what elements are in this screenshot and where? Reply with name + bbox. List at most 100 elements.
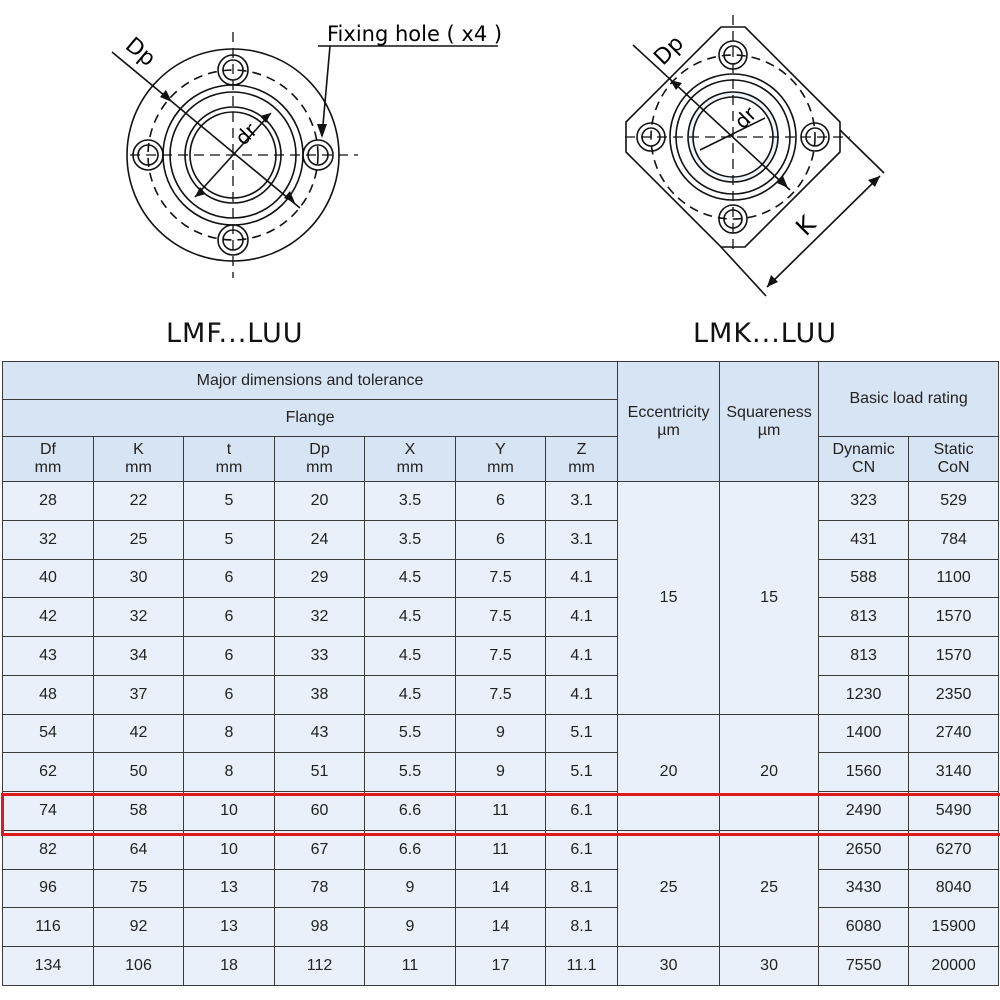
table-cell: 323	[818, 481, 910, 521]
table-cell: 25	[93, 519, 184, 560]
table-cell: 60	[274, 791, 365, 831]
table-cell: 4.5	[364, 558, 456, 599]
dr-label: dr	[230, 118, 262, 150]
table-row: 82 64 10 67 6.6 11 6.1 25 25 2650 6270	[2, 829, 1000, 948]
table-cell: 92	[93, 907, 184, 947]
table-cell: 1100	[908, 558, 1000, 599]
specification-table: Major dimensions and tolerance Eccentric…	[1, 361, 1000, 986]
table-cell: 4.5	[364, 597, 456, 637]
column-header-df: Df mm	[2, 436, 94, 482]
table-cell: 5.5	[364, 752, 456, 792]
table-row: 48 37 6 38 4.5 7.5 4.1 1230 2350	[2, 674, 1000, 715]
table-cell: 58	[93, 791, 184, 831]
table-cell: 7.5	[455, 597, 546, 637]
table-cell: 9	[364, 907, 456, 947]
table-cell: 30	[93, 558, 184, 599]
table-cell: 3.5	[364, 519, 456, 560]
table-cell: 34	[93, 636, 184, 676]
table-cell: 78	[274, 868, 365, 909]
table-cell: 67	[274, 829, 365, 870]
table-cell: 5490	[908, 791, 1000, 831]
table-cell: 2490	[818, 791, 910, 831]
table-cell: 82	[2, 829, 94, 870]
major-dimensions-header: Major dimensions and tolerance	[1, 361, 619, 400]
table-cell: 2350	[908, 674, 1000, 715]
table-row: 62 50 8 51 5.5 9 5.1 1560 3140	[2, 752, 1000, 792]
table-cell: 8040	[908, 868, 1000, 909]
eccentricity-cell: 30	[617, 946, 721, 986]
table-cell: 48	[2, 674, 94, 715]
table-cell: 784	[908, 519, 1000, 560]
lmk-flange-diagram: Dp dr K	[625, 15, 885, 297]
lmf-caption: LMF...LUU	[166, 318, 304, 349]
table-cell: 11	[455, 791, 546, 831]
table-cell: 6	[183, 636, 275, 676]
dynamic-header: Dynamic CN	[818, 436, 910, 482]
table-cell: 8	[183, 713, 275, 754]
table-cell: 116	[2, 907, 94, 947]
table-cell: 2740	[908, 713, 1000, 754]
table-row: 116 92 13 98 9 14 8.1 6080 15900	[2, 907, 1000, 947]
column-header-t: t mm	[183, 436, 275, 482]
table-cell: 4.1	[544, 597, 619, 637]
table-cell: 22	[93, 481, 184, 521]
table-cell: 37	[93, 674, 184, 715]
table-row: 32 25 5 24 3.5 6 3.1 431 784	[2, 519, 1000, 560]
table-cell: 1230	[818, 674, 910, 715]
table-cell: 106	[93, 946, 184, 986]
table-cell: 75	[93, 868, 184, 909]
table-cell: 6080	[818, 907, 910, 947]
table-cell: 28	[2, 481, 94, 521]
table-cell: 9	[455, 713, 546, 754]
table-cell: 6	[183, 597, 275, 637]
table-cell: 6270	[908, 829, 1000, 870]
table-cell: 6	[455, 481, 546, 521]
table-cell: 7550	[818, 946, 910, 986]
table-cell: 38	[274, 674, 365, 715]
table-cell: 14	[455, 868, 546, 909]
table-cell: 4.5	[364, 636, 456, 676]
table-row: 134 106 18 112 11 17 11.1 30 30 7550 20000	[2, 946, 1000, 986]
eccentricity-cell: 15	[617, 481, 721, 715]
table-cell: 813	[818, 597, 910, 637]
table-cell: 1570	[908, 597, 1000, 637]
squareness-cell: 15	[719, 481, 820, 715]
table-cell: 529	[908, 481, 1000, 521]
table-cell: 10	[183, 791, 275, 831]
table-cell: 5	[183, 481, 275, 521]
fixing-hole-label: Fixing hole ( x4 )	[327, 22, 502, 46]
table-cell: 33	[274, 636, 365, 676]
table-cell: 11	[364, 946, 456, 986]
table-cell: 29	[274, 558, 365, 599]
table-cell: 13	[183, 868, 275, 909]
table-cell: 62	[2, 752, 94, 792]
table-cell: 43	[2, 636, 94, 676]
eccentricity-header: Eccentricity µm	[617, 361, 721, 482]
table-cell: 1400	[818, 713, 910, 754]
table-cell: 2650	[818, 829, 910, 870]
table-cell: 74	[2, 791, 94, 831]
table-cell: 7.5	[455, 636, 546, 676]
table-cell: 14	[455, 907, 546, 947]
table-cell: 3.1	[544, 519, 619, 560]
table-cell: 8	[183, 752, 275, 792]
table-cell: 588	[818, 558, 910, 599]
table-row: 28 22 5 20 3.5 6 3.1 15 15 323 529	[2, 481, 1000, 715]
static-header: Static CoN	[908, 436, 1000, 482]
squareness-cell: 30	[719, 946, 820, 986]
table-cell: 1570	[908, 636, 1000, 676]
lmk-caption: LMK...LUU	[693, 318, 838, 349]
table-cell: 15900	[908, 907, 1000, 947]
eccentricity-cell: 20	[617, 713, 721, 831]
squareness-header: Squareness µm	[719, 361, 820, 482]
table-cell: 7.5	[455, 558, 546, 599]
table-cell: 3.5	[364, 481, 456, 521]
load-rating-header: Basic load rating	[818, 361, 1000, 437]
table-cell: 6.1	[544, 829, 619, 870]
table-cell: 32	[2, 519, 94, 560]
table-cell: 51	[274, 752, 365, 792]
table-cell: 43	[274, 713, 365, 754]
table-row: 40 30 6 29 4.5 7.5 4.1 588 1100	[2, 558, 1000, 599]
table-cell: 18	[183, 946, 275, 986]
table-cell: 431	[818, 519, 910, 560]
